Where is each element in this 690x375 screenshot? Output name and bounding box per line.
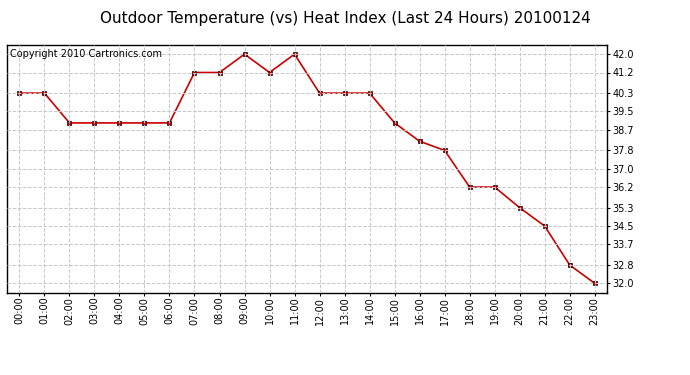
Text: Outdoor Temperature (vs) Heat Index (Last 24 Hours) 20100124: Outdoor Temperature (vs) Heat Index (Las… xyxy=(99,11,591,26)
Text: Copyright 2010 Cartronics.com: Copyright 2010 Cartronics.com xyxy=(10,49,162,59)
